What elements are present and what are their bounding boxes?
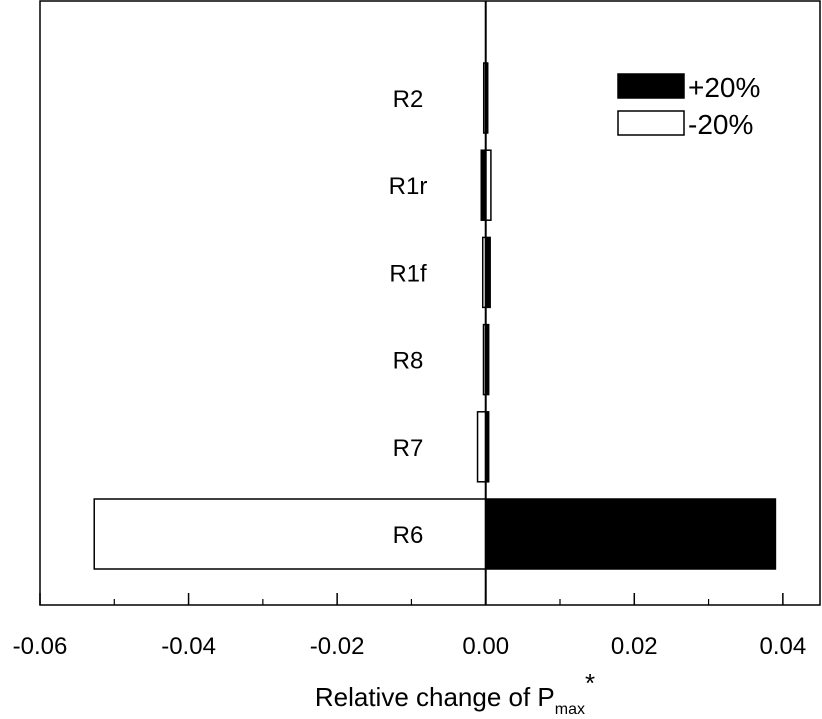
category-label-r1f: R1f	[389, 260, 427, 287]
bar-r7-series-1	[476, 411, 487, 483]
legend-label-0: +20%	[688, 72, 760, 103]
category-label-r8: R8	[393, 348, 424, 375]
legend-swatch-0	[617, 73, 685, 99]
x-axis-title-sub: max	[555, 701, 585, 718]
legend: +20% -20%	[617, 72, 760, 140]
x-ticks-group: -0.06 -0.04 -0.02 0.00 0.02 0.04	[13, 593, 806, 660]
bars-group	[93, 62, 777, 570]
bar-r6-series-0	[484, 498, 777, 570]
category-label-r2: R2	[393, 86, 424, 113]
x-tick-label: -0.02	[310, 633, 365, 660]
x-axis-title: Relative change of Pmax*	[315, 668, 595, 718]
category-label-r6: R6	[393, 522, 424, 549]
plot-frame	[39, 0, 821, 606]
category-label-r7: R7	[393, 435, 424, 462]
x-tick-label: 0.04	[759, 633, 806, 660]
x-axis-title-main: Relative change of P	[315, 682, 555, 712]
x-axis-title-sup: *	[585, 668, 595, 698]
legend-label-1: -20%	[688, 109, 753, 140]
x-tick-label: 0.00	[462, 633, 509, 660]
x-tick-label: -0.04	[161, 633, 216, 660]
category-labels-group: R2 R1r R1f R8 R7 R6	[389, 86, 428, 549]
x-tick-label: -0.06	[13, 633, 68, 660]
legend-swatch-1	[617, 110, 685, 136]
bar-r6-series-1	[93, 498, 487, 570]
x-tick-label: 0.02	[611, 633, 658, 660]
category-label-r1r: R1r	[389, 173, 428, 200]
